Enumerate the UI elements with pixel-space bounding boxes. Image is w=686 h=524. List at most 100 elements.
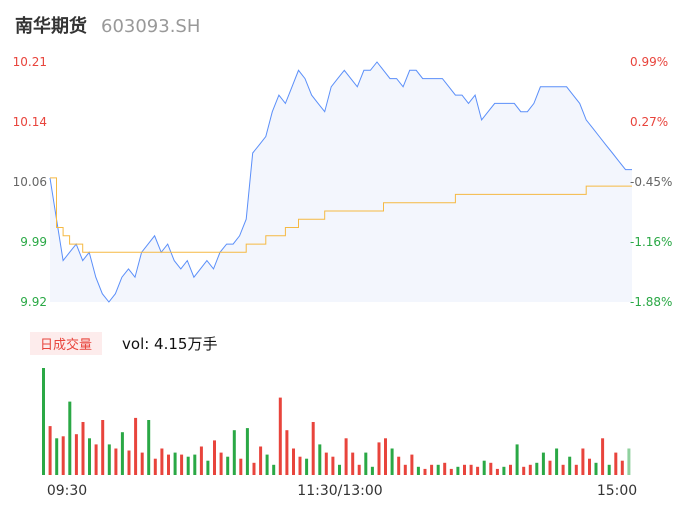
x-tick: 09:30 [47,483,87,499]
volume-bar [42,368,45,475]
volume-bar [449,468,453,475]
volume-bar [265,454,269,475]
volume-bar [620,460,624,475]
volume-bar [278,397,282,475]
volume-bar [463,464,466,475]
volume-bar [384,438,387,475]
volume-bar [338,464,341,475]
y-tick-left: 10.14 [13,115,47,129]
volume-bar [173,452,177,475]
volume-bar [134,417,138,475]
volume-bar [601,438,605,475]
y-tick-left: 10.06 [13,175,47,189]
volume-bar [489,462,493,475]
volume-bar [561,464,565,475]
volume-value: vol: 4.15万手 [122,335,218,353]
volume-bar [548,460,552,475]
volume-bar [226,456,230,475]
stock-code: 603093.SH [101,16,201,37]
volume-bar [199,446,203,475]
volume-bar [581,448,585,475]
y-tick-left: 9.92 [20,295,47,309]
volume-bar [364,452,368,475]
volume-bar [515,444,519,475]
volume-bar [219,452,223,475]
volume-bar [107,444,111,475]
volume-bar [541,452,545,475]
y-tick-right: 0.27% [630,115,668,129]
volume-bar [120,432,124,475]
volume-bar [88,438,91,475]
volume-bar [285,430,289,475]
volume-bar [482,460,486,475]
volume-bar [245,428,249,475]
volume-bar [607,464,611,475]
y-tick-left: 9.99 [20,235,47,249]
volume-bar [114,448,118,475]
axis-ticks: 10.21 10.14 10.06 9.99 9.92 0.99% 0.27% -0.45% -… [13,55,673,499]
x-tick: 11:30/13:00 [297,483,382,499]
volume-bar [469,464,473,475]
volume-bar [74,434,78,475]
volume-bar [443,462,447,475]
y-tick-right: 0.99% [630,55,668,69]
volume-bar [594,462,598,475]
volume-bar [206,460,210,475]
volume-bar [48,426,52,475]
volume-legend: 日成交量 vol: 4.15万手 [30,332,217,355]
daily-volume-badge: 日成交量 [30,332,103,355]
volume-bar [153,458,157,475]
volume-bar [186,456,190,475]
volume-bar [495,468,499,475]
y-tick-right: -0.45% [630,175,672,189]
volume-bar [627,448,631,475]
volume-bar [239,458,243,475]
price-plot [49,61,632,303]
volume-bar [160,448,164,475]
volume-bar [272,464,276,475]
volume-bar [528,464,532,475]
volume-bar [390,448,394,475]
volume-bar [232,430,236,475]
volume-bar [436,464,440,475]
volume-plot [42,368,631,475]
volume-bar [351,452,355,475]
volume-bar [522,466,526,475]
volume-bar [410,454,414,475]
volume-bar [476,466,480,475]
y-tick-right: -1.88% [630,295,672,309]
volume-bar [193,454,197,475]
volume-bar [568,456,572,475]
volume-bar [140,452,144,475]
volume-bar [318,444,322,475]
volume-bar [502,466,506,475]
volume-bar [101,420,105,475]
volume-bar [147,420,151,475]
volume-bar [416,466,420,475]
volume-bar [259,446,263,475]
y-tick-right: -1.16% [630,235,672,249]
volume-bar [614,452,618,475]
volume-bar [403,464,407,475]
header: 南华期货 603093.SH [15,12,200,40]
volume-bar [252,462,256,475]
volume-bar [167,454,170,475]
average-price-line [50,177,632,253]
volume-bar [509,464,512,475]
volume-bar [357,464,361,475]
volume-bar [377,442,381,475]
volume-bar [324,452,328,475]
volume-bar [588,458,591,475]
volume-bar [397,456,401,475]
volume-bar [331,456,335,475]
volume-bar [535,462,539,475]
volume-bar [55,438,59,475]
x-tick: 15:00 [597,483,637,499]
volume-bar [555,448,559,475]
volume-bar [574,464,578,475]
volume-bar [213,440,216,475]
volume-bar [61,436,65,475]
volume-bar [370,466,374,475]
volume-bar [430,464,434,475]
